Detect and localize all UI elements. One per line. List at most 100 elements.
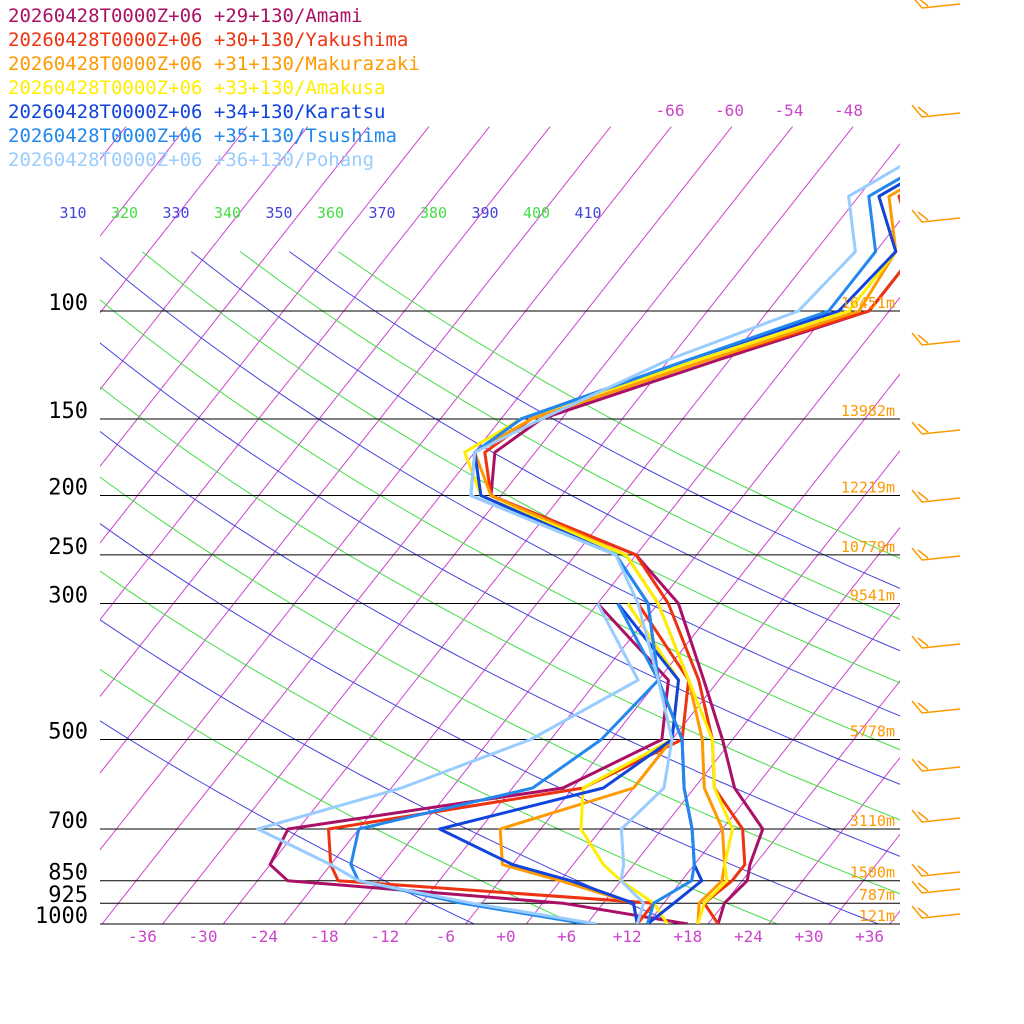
adiabat-line [100, 342, 900, 785]
pressure-tick-label: 250 [48, 535, 88, 560]
theta-label: 360 [317, 204, 344, 222]
adiabat-line [100, 256, 900, 717]
height-label: 121m [859, 907, 895, 925]
isotherm-line [100, 126, 369, 468]
pressure-tick-label: 925 [48, 883, 88, 908]
height-label: 787m [859, 886, 895, 904]
isotherm-line [101, 126, 733, 924]
legend-entry-amakusa: 20260428T0000Z+06 +33+130/Amakusa [8, 77, 386, 99]
wind-barb-icon [911, 905, 961, 919]
theta-label: 350 [265, 204, 292, 222]
dewpoint-line-6 [256, 602, 640, 924]
temperature-tick-label: +18 [673, 927, 702, 946]
wind-barb-icon [911, 758, 961, 772]
isotherm-line [100, 126, 551, 698]
isotherm-line [222, 126, 854, 924]
temperature-line-3 [463, 182, 900, 924]
temperature-tick-label: -6 [436, 927, 455, 946]
theta-label: 310 [59, 204, 86, 222]
wind-barb-icon [911, 700, 961, 714]
wind-barb-icon [911, 863, 961, 877]
adiabat-line [100, 386, 900, 821]
isotherm-line [828, 833, 900, 924]
adiabat-line [100, 619, 678, 924]
wind-barb-icon [911, 104, 961, 118]
isotherm-line [100, 126, 612, 774]
isotherm-line [950, 127, 1024, 925]
height-label: 13982m [841, 402, 895, 420]
theta-label: 400 [523, 204, 550, 222]
legend-entry-amami: 20260428T0000Z+06 +29+130/Amami [8, 5, 363, 27]
temperature-tick-label: +36 [855, 927, 884, 946]
height-label: 5778m [850, 722, 895, 740]
wind-barb-icon [911, 635, 961, 649]
wind-barb-icon [911, 547, 961, 561]
adiabat-line [190, 251, 900, 652]
isotherm-line [707, 680, 900, 924]
isotherm-line [0, 127, 65, 925]
theta-label: 340 [214, 204, 241, 222]
isotherm-line [525, 450, 900, 924]
temperature-tick-label: -36 [128, 927, 157, 946]
wind-barb-icon [911, 809, 961, 823]
isotherm-line [404, 296, 900, 924]
isotherm-line [100, 126, 187, 237]
theta-label: 330 [162, 204, 189, 222]
wind-barb-icon [911, 332, 961, 346]
adiabat-line [100, 430, 900, 857]
isotherm-line [100, 126, 248, 314]
isotherm-line [647, 603, 900, 924]
adiabat-line [100, 299, 900, 751]
theta-label: 410 [574, 204, 601, 222]
theta-label: 370 [368, 204, 395, 222]
isotherm-line [100, 126, 309, 391]
height-label: 12219m [841, 479, 895, 497]
isotherm-label: -60 [715, 101, 744, 120]
isotherm-line [100, 126, 430, 544]
theta-label: 390 [471, 204, 498, 222]
isotherm-line [344, 219, 900, 924]
temperature-tick-label: -18 [310, 927, 339, 946]
wind-barb-icon [914, 0, 961, 9]
dewpoint-line-4 [438, 602, 680, 924]
height-label: 1500m [850, 864, 895, 882]
pressure-tick-label: 700 [48, 809, 88, 834]
isotherm-line [0, 127, 5, 925]
adiabat-line [239, 251, 900, 620]
isotherm-line [100, 126, 672, 851]
temperature-tick-label: -12 [370, 927, 399, 946]
isotherm-label: -54 [775, 101, 804, 120]
isotherm-line [283, 143, 900, 924]
temperature-line-6 [469, 164, 900, 924]
temperature-tick-label: +24 [734, 927, 763, 946]
isotherm-line [768, 756, 900, 924]
isotherm-label: -66 [656, 101, 685, 120]
temperature-tick-label: +0 [496, 927, 515, 946]
pressure-tick-label: 300 [48, 583, 88, 608]
isotherm-line [162, 126, 793, 924]
height-label: 10779m [841, 538, 895, 556]
pressure-tick-label: 200 [48, 476, 88, 501]
isotherm-line [100, 126, 490, 621]
legend-entry-yakushima: 20260428T0000Z+06 +30+130/Yakushima [8, 29, 409, 51]
wind-barb-icon [911, 209, 961, 223]
adiabat-line [100, 522, 880, 924]
theta-label: 380 [420, 204, 447, 222]
dewpoint-line-1 [327, 602, 691, 924]
temperature-tick-label: +6 [557, 927, 576, 946]
wind-barb-icon [911, 489, 961, 503]
wind-barb-icon [911, 421, 961, 435]
isotherm-line [1011, 127, 1024, 925]
legend: 20260428T0000Z+06 +29+130/Amami 20260428… [8, 4, 420, 172]
temperature-line-5 [469, 176, 900, 924]
isotherm-line [889, 910, 900, 924]
pressure-tick-label: 1000 [35, 904, 88, 929]
height-label: 16451m [841, 294, 895, 312]
adiabat-line [338, 251, 900, 559]
legend-entry-karatsu: 20260428T0000Z+06 +34+130/Karatsu [8, 101, 386, 123]
wind-barb-icon [911, 880, 961, 894]
isotherm-line [586, 526, 900, 924]
isotherm-label: -48 [834, 101, 863, 120]
height-label: 3110m [850, 812, 895, 830]
